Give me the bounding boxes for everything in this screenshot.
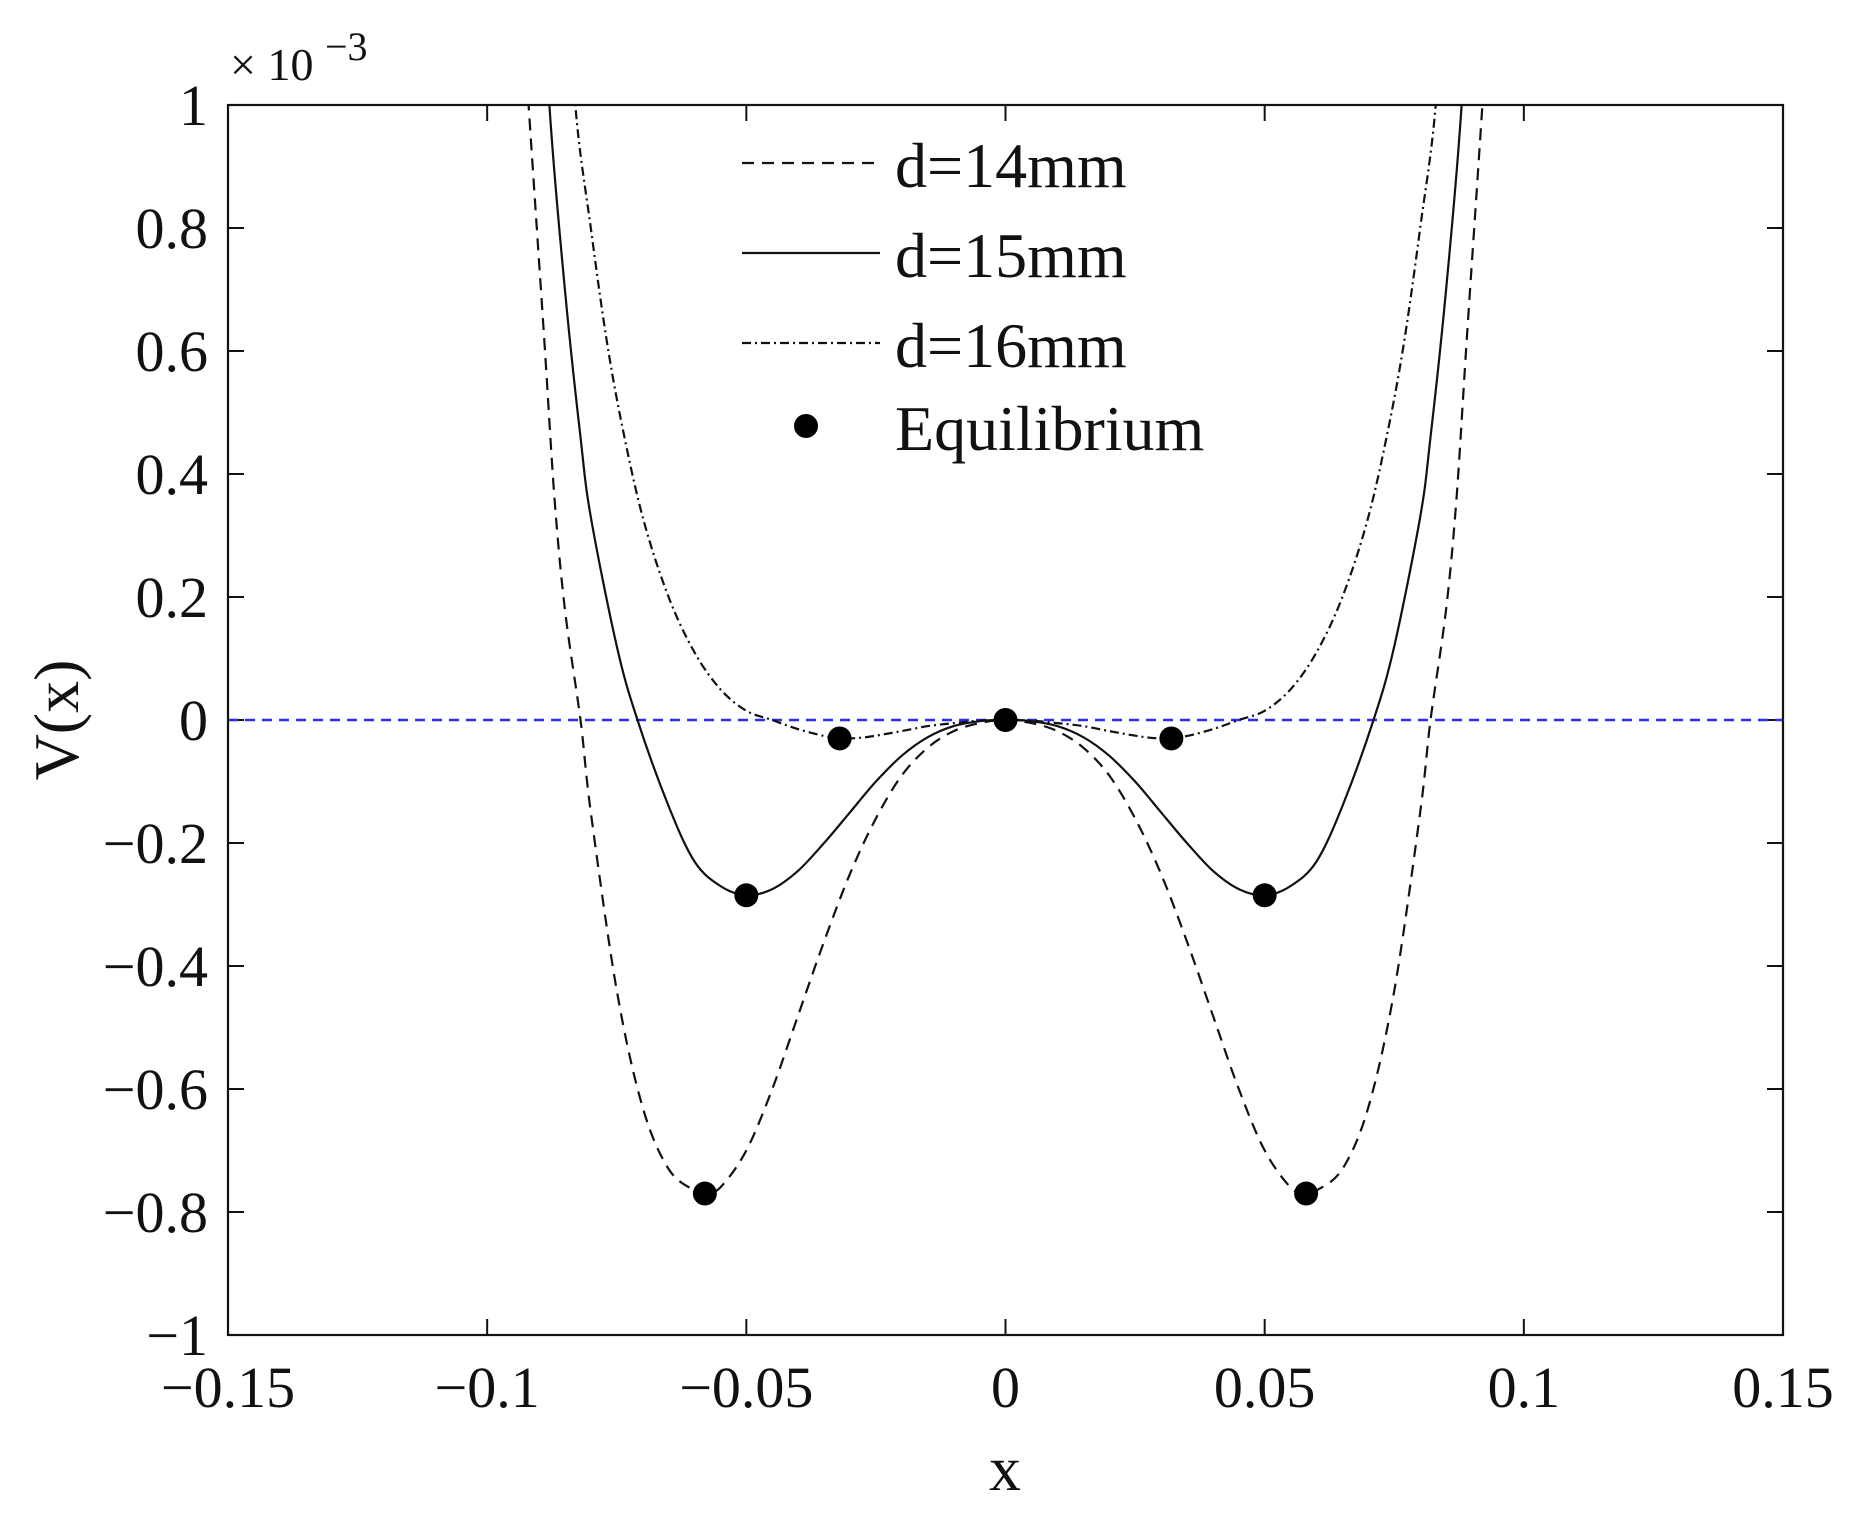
x-axis-label: x	[989, 1433, 1021, 1504]
equilibrium-point	[734, 883, 759, 908]
y-tick-label: 0.4	[136, 442, 209, 507]
legend-label-d-14mm: d=14mm	[895, 130, 1127, 201]
y-tick-label: 0	[179, 688, 208, 753]
legend: d=14mm d=15mm d=16mm Equilibrium	[742, 130, 1204, 464]
x-tick-label: 0.05	[1214, 1355, 1316, 1420]
y-tick-label: 0.6	[136, 319, 209, 384]
y-axis-label: V(x)	[21, 660, 92, 781]
equilibrium-point	[1159, 726, 1184, 751]
x-tick-label: 0.1	[1488, 1355, 1561, 1420]
equilibrium-point	[1252, 883, 1277, 908]
x-tick-label: 0	[991, 1355, 1020, 1420]
y-tick-label: −0.2	[103, 811, 208, 876]
y-tick-label: −0.4	[103, 934, 208, 999]
y-tick-label: −1	[146, 1303, 208, 1368]
legend-label-equilibrium: Equilibrium	[895, 393, 1204, 464]
x-tick-label: 0.15	[1732, 1355, 1834, 1420]
y-scale-multiplier: × 10 −3	[230, 24, 368, 90]
legend-marker-equilibrium	[794, 414, 818, 438]
legend-label-d-16mm: d=16mm	[895, 310, 1127, 381]
y-scale-exponent: −3	[325, 24, 368, 69]
x-tick-label: −0.05	[679, 1355, 813, 1420]
legend-label-d-15mm: d=15mm	[895, 220, 1127, 291]
x-tick-label: −0.15	[161, 1355, 295, 1420]
equilibrium-point	[1294, 1181, 1319, 1206]
plot-frame	[226, 103, 1785, 1337]
y-scale-base: × 10	[230, 39, 313, 90]
y-tick-label: 0.8	[136, 196, 209, 261]
x-tick-label: −0.1	[435, 1355, 540, 1420]
y-tick-label: −0.8	[103, 1180, 208, 1245]
equilibrium-point	[827, 726, 852, 751]
y-tick-label: 0.2	[136, 565, 209, 630]
equilibrium-point	[692, 1181, 717, 1206]
y-tick-label: 1	[179, 73, 208, 138]
equilibrium-point	[993, 708, 1018, 732]
y-tick-label: −0.6	[103, 1057, 208, 1122]
ticks-layer: −0.15 −0.1 −0.05 0 0.05 0.1 0.15 −1 −0.8 −0.6 −0.4…	[103, 73, 1834, 1420]
markers-layer	[692, 708, 1319, 1206]
